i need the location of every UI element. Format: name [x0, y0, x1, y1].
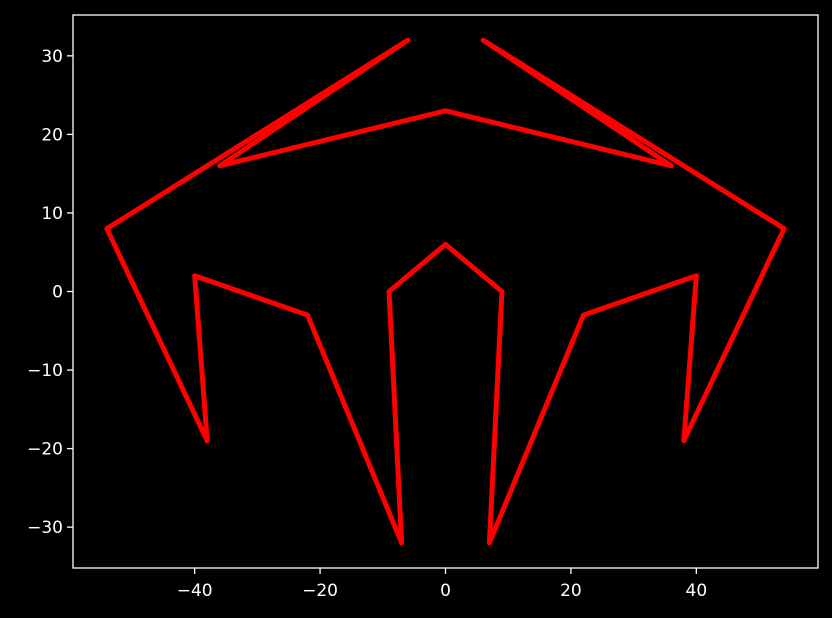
x-tick-label: −40 — [177, 581, 213, 601]
plot-area — [73, 15, 818, 568]
y-tick-label: 0 — [52, 283, 63, 303]
y-tick-label: −30 — [27, 518, 63, 538]
x-tick-label: 0 — [440, 581, 451, 601]
y-tick-label: 10 — [41, 204, 63, 224]
x-axis: −40 −20 0 20 40 — [177, 568, 707, 601]
x-tick-label: 40 — [686, 581, 708, 601]
x-tick-label: 20 — [560, 581, 582, 601]
y-tick-label: −20 — [27, 440, 63, 460]
y-tick-label: 30 — [41, 47, 63, 67]
y-axis: −30 −20 −10 0 10 20 30 — [27, 47, 73, 538]
x-tick-label: −20 — [302, 581, 338, 601]
y-tick-label: 20 — [41, 125, 63, 145]
y-tick-label: −10 — [27, 361, 63, 381]
